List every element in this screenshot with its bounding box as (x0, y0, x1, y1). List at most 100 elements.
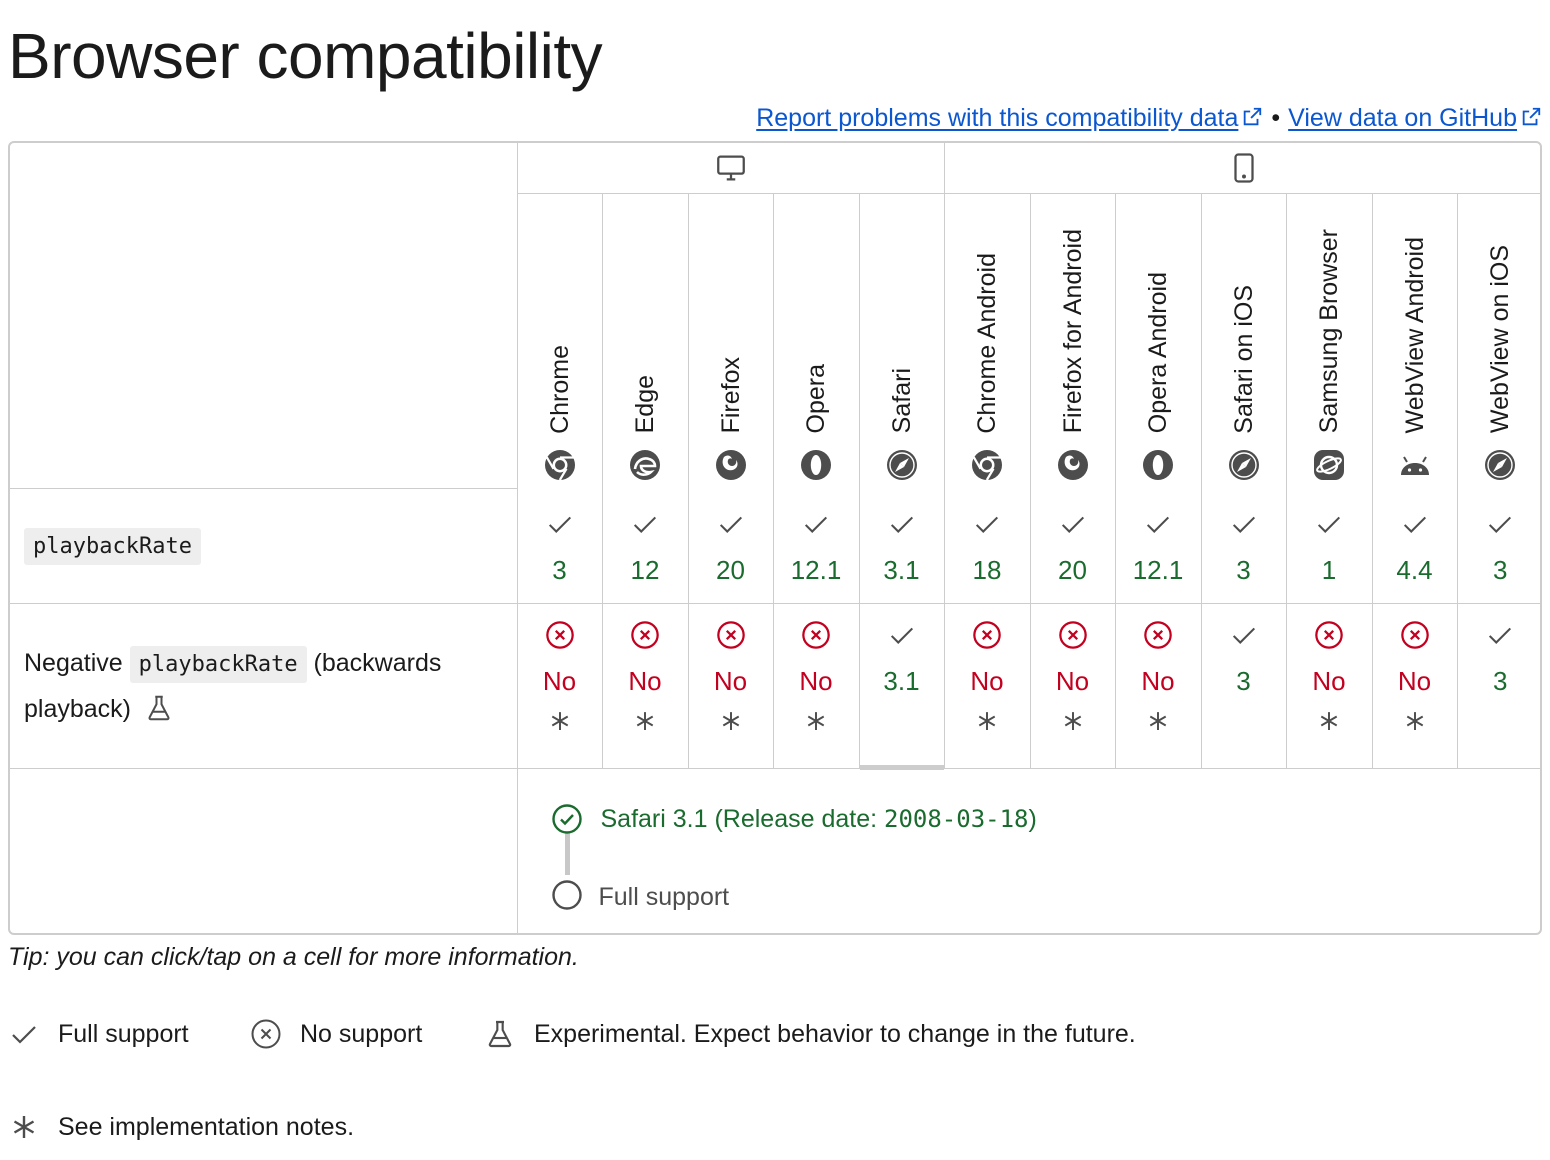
check-icon (1403, 516, 1426, 533)
support-cell-samsung-browser[interactable]: 1 (1285, 488, 1373, 604)
desktop-icon (716, 155, 745, 181)
github-link[interactable]: View data on GitHub (1288, 104, 1517, 132)
support-cell-edge[interactable]: 12 (601, 488, 689, 604)
external-link-icon (1244, 107, 1262, 126)
support-version: No (799, 666, 833, 696)
firefox-icon (715, 449, 746, 480)
asterisk-icon (1406, 712, 1423, 730)
support-version: No (1055, 666, 1090, 696)
browser-edge: Edge (601, 192, 689, 489)
browser-name: Chrome Android (973, 252, 1001, 434)
support-cell-opera[interactable]: 12.1 (772, 488, 860, 604)
browser-webview-android: WebView Android (1371, 192, 1458, 489)
browser-safari-on-ios: Safari on iOS (1200, 192, 1287, 489)
browser-chrome-android: Chrome Android (943, 192, 1031, 489)
browser-name: Chrome (545, 344, 574, 434)
external-link-icon (1522, 107, 1541, 126)
support-cell-opera-android[interactable]: 12.1 (1114, 488, 1202, 604)
support-cell-samsung-browser[interactable]: No (1285, 603, 1373, 769)
header-corner (10, 143, 518, 489)
feature-code: playbackRate (24, 528, 201, 565)
support-cell-firefox-for-android[interactable]: 20 (1029, 488, 1116, 604)
x-circle-icon (631, 621, 659, 649)
support-cell-webview-on-ios[interactable]: 3 (1456, 603, 1540, 769)
platform-mobile (943, 143, 1540, 194)
feature-name: Negative playbackRate (backwards playbac… (10, 603, 518, 769)
check-circle-icon (551, 804, 582, 834)
support-cell-opera-android[interactable]: No (1114, 603, 1202, 769)
browser-name: WebView Android (1400, 237, 1429, 434)
check-icon (1061, 516, 1084, 533)
support-cell-chrome[interactable]: 3 (516, 488, 603, 604)
support-version: 4.4 (1396, 554, 1433, 585)
legend-notes: See implementation notes. (8, 1107, 354, 1147)
browser-name: Samsung Browser (1315, 229, 1343, 434)
x-circle-icon (802, 621, 830, 649)
support-version: 12.1 (790, 554, 842, 585)
support-cell-safari-on-ios[interactable]: 3 (1200, 603, 1287, 769)
support-version: 18 (972, 554, 1002, 585)
android-icon (1400, 455, 1429, 475)
support-cell-safari-on-ios[interactable]: 3 (1200, 488, 1287, 604)
support-version: 3 (1493, 554, 1508, 585)
check-icon (1146, 516, 1170, 533)
asterisk-icon (551, 712, 568, 730)
compat-table-container: Chrome Edge Firefox Opera Safari Chrome Andro… (8, 141, 1542, 935)
browser-safari: Safari (858, 192, 945, 489)
support-cell-firefox[interactable]: 20 (687, 488, 774, 604)
x-circle-icon (545, 621, 574, 649)
support-cell-chrome-android[interactable]: 18 (943, 488, 1031, 604)
support-version: 20 (716, 554, 745, 585)
support-cell-chrome-android[interactable]: No (943, 603, 1031, 769)
support-version: 3 (1236, 666, 1251, 696)
empty-circle-icon (551, 880, 582, 910)
legend-label: Experimental. Expect behavior to change … (534, 1020, 1136, 1048)
browser-chrome: Chrome (517, 192, 603, 489)
asterisk-icon (636, 712, 654, 730)
support-cell-webview-android[interactable]: No (1371, 603, 1458, 769)
support-detail-panel: Safari 3.1 (Release date: 2008-03-18) Fu… (516, 768, 1540, 933)
detail-spacer (10, 768, 518, 933)
browser-name: Opera (802, 364, 830, 434)
browser-webview-on-ios: WebView on iOS (1456, 192, 1540, 489)
check-icon (719, 516, 742, 533)
support-version: No (1397, 666, 1432, 696)
support-cell-chrome[interactable]: No (516, 603, 603, 769)
link-separator: • (1271, 104, 1281, 132)
x-circle-icon (1315, 621, 1343, 649)
legend-full-support: Full support (8, 1014, 189, 1054)
support-cell-safari[interactable]: 3.1 (858, 603, 945, 771)
support-cell-webview-on-ios[interactable]: 3 (1456, 488, 1540, 604)
support-version: No (1141, 666, 1175, 696)
support-version: 12.1 (1132, 554, 1184, 585)
support-version: No (628, 666, 662, 696)
support-cell-safari[interactable]: 3.1 (858, 488, 945, 604)
x-circle-icon (716, 621, 745, 649)
timeline-connector (564, 833, 570, 875)
tip-text: Tip: you can click/tap on a cell for mor… (8, 943, 579, 971)
support-cell-opera[interactable]: No (772, 603, 860, 769)
support-version: No (713, 666, 748, 696)
opera-icon (1143, 449, 1173, 480)
support-cell-firefox[interactable]: No (687, 603, 774, 769)
x-circle-icon (1144, 621, 1172, 649)
x-circle-icon (1400, 621, 1429, 649)
support-version: 3 (1236, 554, 1251, 585)
x-circle-icon (251, 1019, 281, 1049)
safari-icon (886, 449, 917, 480)
report-problems-link[interactable]: Report problems with this compatibility … (756, 104, 1239, 132)
support-status-text: Full support (598, 883, 730, 911)
feature-name: playbackRate (10, 488, 518, 604)
check-icon (890, 627, 913, 644)
feature-suffix: (backwards playback) (24, 648, 442, 723)
browser-opera: Opera (772, 192, 860, 489)
legend-no-support: No support (250, 1014, 422, 1054)
firefox-icon (1057, 449, 1088, 480)
support-cell-edge[interactable]: No (601, 603, 689, 769)
browser-name: Firefox (716, 357, 745, 434)
support-cell-firefox-for-android[interactable]: No (1029, 603, 1116, 769)
support-cell-webview-android[interactable]: 4.4 (1371, 488, 1458, 604)
browser-name: Opera Android (1144, 272, 1172, 434)
check-icon (1489, 627, 1512, 644)
support-version: 3 (552, 554, 567, 585)
